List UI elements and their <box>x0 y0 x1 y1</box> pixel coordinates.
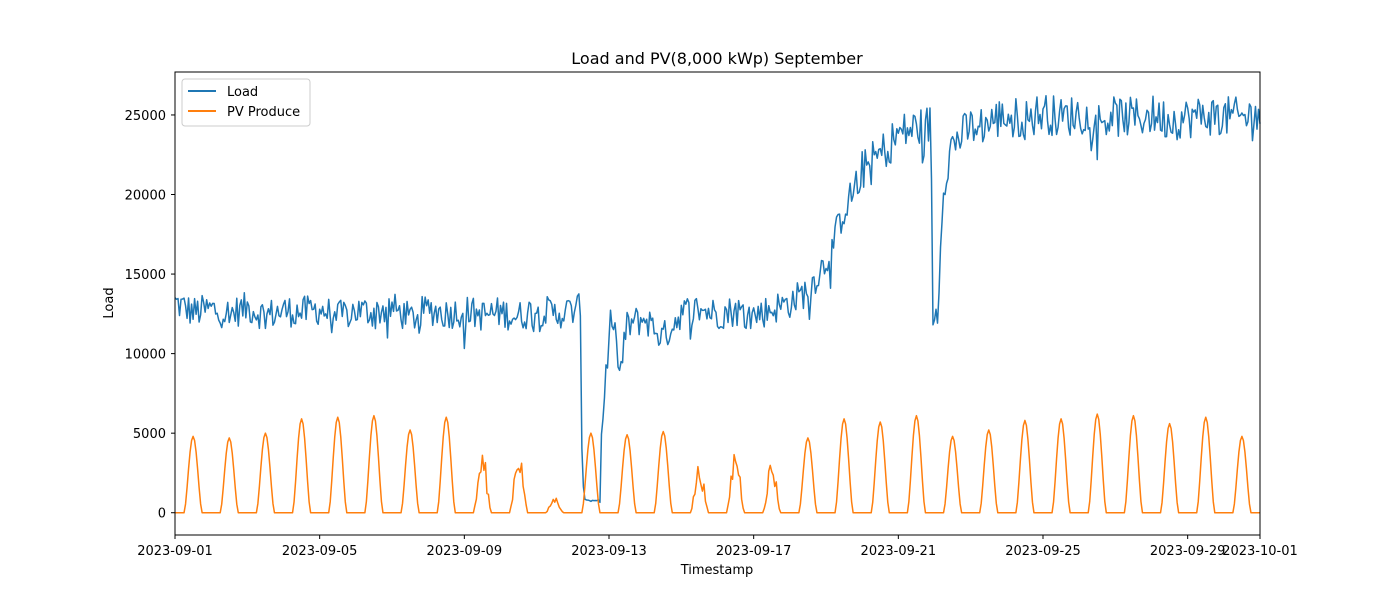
series-line-pv-produce <box>175 413 1260 514</box>
x-tick-label: 2023-09-01 <box>137 544 213 559</box>
x-tick-label: 2023-09-09 <box>427 544 503 559</box>
x-tick-label: 2023-09-25 <box>1005 544 1081 559</box>
y-axis-label: Load <box>102 287 117 318</box>
series-line-load <box>174 95 1261 504</box>
y-axis: 0 5000 10000 15000 20000 25000 <box>125 109 175 522</box>
legend: Load PV Produce <box>181 78 311 127</box>
x-tick-label: 2023-10-01 <box>1222 544 1298 559</box>
x-tick-label: 2023-09-21 <box>861 544 937 559</box>
x-tick-label: 2023-09-05 <box>282 544 358 559</box>
legend-label-load: Load <box>227 85 258 100</box>
y-tick-label: 5000 <box>133 427 166 442</box>
series-layer <box>174 95 1261 514</box>
y-tick-label: 0 <box>158 507 166 522</box>
y-tick-label: 20000 <box>125 189 166 204</box>
x-tick-label: 2023-09-13 <box>571 544 647 559</box>
x-tick-label: 2023-09-17 <box>716 544 792 559</box>
x-axis-label: Timestamp <box>680 563 754 578</box>
x-tick-label: 2023-09-29 <box>1150 544 1226 559</box>
legend-label-pv: PV Produce <box>227 105 300 120</box>
plot-frame <box>174 71 1261 536</box>
chart-title: Load and PV(8,000 kWp) September <box>571 49 863 68</box>
y-tick-label: 15000 <box>125 268 166 283</box>
x-axis: 2023-09-01 2023-09-05 2023-09-09 2023-09-13… <box>137 535 1298 559</box>
y-tick-label: 10000 <box>125 348 166 363</box>
y-tick-label: 25000 <box>125 109 166 124</box>
